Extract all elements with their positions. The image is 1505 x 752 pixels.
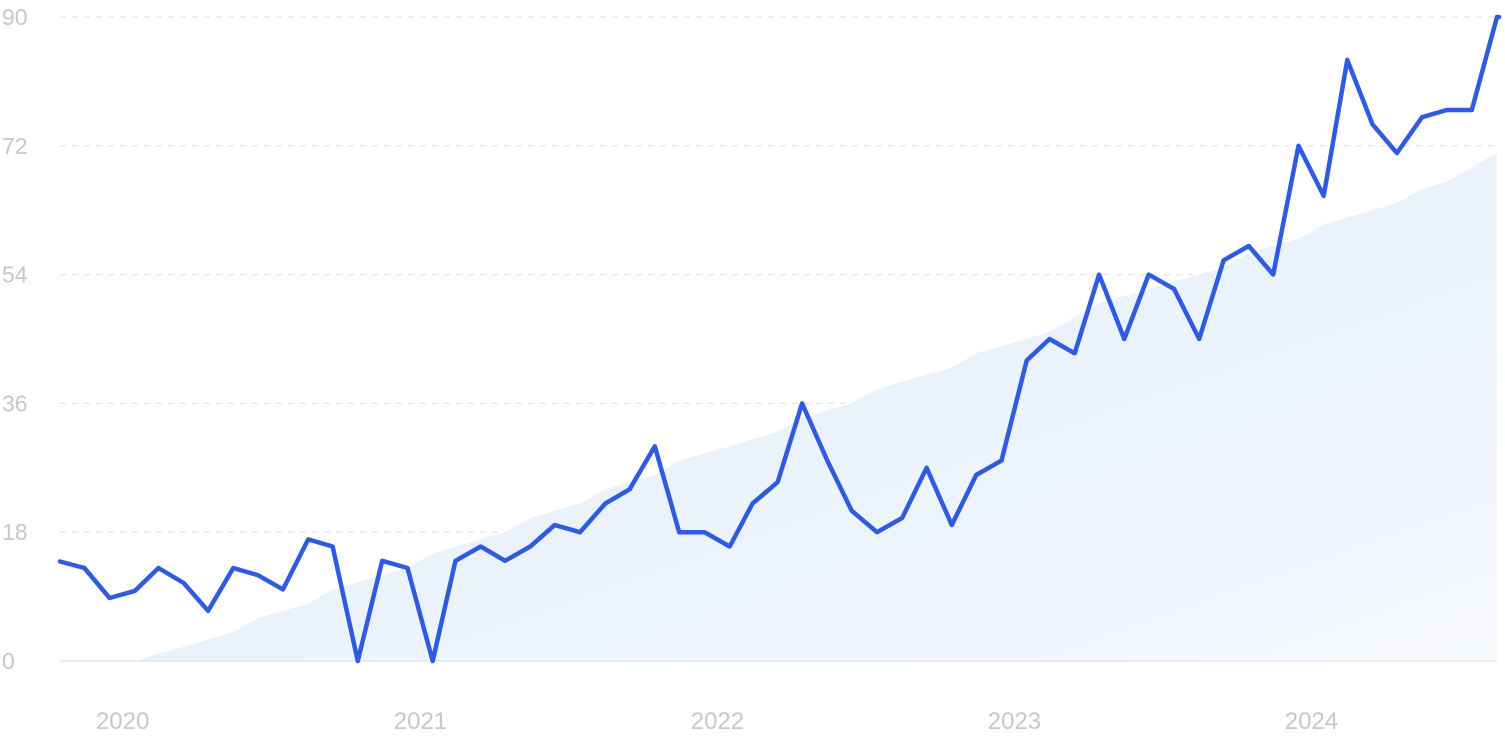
y-tick-label: 36 (2, 390, 28, 416)
data-point (355, 658, 361, 664)
data-point (1221, 257, 1227, 263)
x-tick-label: 2020 (96, 708, 149, 735)
data-point (627, 486, 633, 492)
data-point (727, 544, 733, 550)
data-point (1072, 350, 1078, 356)
data-point (775, 479, 781, 485)
data-point (57, 559, 63, 565)
data-point (305, 536, 311, 542)
data-point (255, 572, 261, 578)
data-point (430, 658, 436, 664)
data-point (280, 586, 286, 592)
data-point (824, 458, 830, 464)
data-point (577, 529, 583, 535)
data-point (453, 558, 459, 564)
x-tick-label: 2024 (1285, 708, 1338, 735)
y-axis-ticks: 0 18 36 54 72 90 (2, 4, 28, 674)
data-point (973, 472, 979, 478)
x-axis-ticks: 2020 2021 2022 2023 2024 (96, 708, 1338, 735)
data-point (874, 529, 880, 535)
data-point (799, 400, 805, 406)
x-tick-label: 2021 (394, 708, 447, 735)
data-point (1047, 336, 1053, 342)
data-point (1024, 358, 1030, 364)
data-point (1246, 243, 1252, 249)
y-tick-label: 54 (2, 262, 28, 288)
x-tick-label: 2022 (691, 708, 744, 735)
data-point (330, 544, 336, 550)
data-point (1146, 272, 1152, 278)
data-point (652, 443, 658, 449)
data-point (1296, 143, 1302, 149)
data-point (81, 565, 87, 571)
data-point (405, 565, 411, 571)
data-point (1171, 286, 1177, 292)
data-point (702, 529, 708, 535)
data-point (1419, 114, 1425, 120)
data-point (527, 544, 533, 550)
data-point (132, 588, 138, 594)
y-tick-label: 90 (2, 4, 28, 30)
series-line-volume (57, 14, 1502, 664)
x-tick-label: 2023 (988, 708, 1041, 735)
data-point (1121, 336, 1127, 342)
data-point (181, 580, 187, 586)
data-point (676, 529, 682, 535)
data-point (1469, 107, 1475, 113)
data-point (1344, 57, 1350, 63)
data-point (1370, 121, 1376, 127)
data-point (849, 508, 855, 514)
data-point (552, 522, 558, 528)
data-point (949, 522, 955, 528)
data-point (478, 544, 484, 550)
data-point (107, 595, 113, 601)
y-tick-label: 72 (2, 133, 28, 159)
data-point (1270, 272, 1276, 278)
data-point (1394, 150, 1400, 156)
data-point (1444, 107, 1450, 113)
data-point (1196, 336, 1202, 342)
y-tick-label: 18 (2, 519, 28, 545)
data-point (899, 515, 905, 521)
data-point (205, 608, 211, 614)
data-point (750, 501, 756, 507)
data-point (156, 565, 162, 571)
trend-area (60, 153, 1497, 661)
data-point (1494, 14, 1500, 20)
y-tick-label: 0 (2, 648, 15, 674)
data-point (1321, 193, 1327, 199)
data-point (230, 565, 236, 571)
data-point (924, 465, 930, 471)
data-point (379, 558, 385, 564)
data-point (602, 501, 608, 507)
data-point (999, 458, 1005, 464)
data-point (1096, 272, 1102, 278)
data-point (502, 558, 508, 564)
